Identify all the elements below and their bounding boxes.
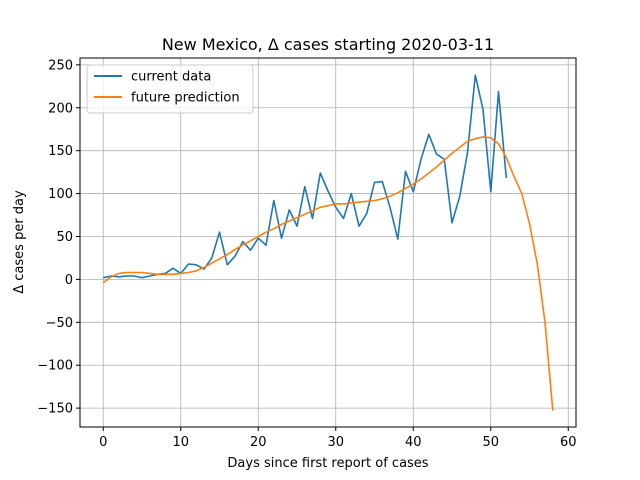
- legend-label-future-prediction: future prediction: [131, 91, 240, 106]
- y-tick-label: 100: [48, 187, 73, 202]
- legend-box: [86, 64, 254, 114]
- x-tick-label: 20: [250, 435, 267, 450]
- series-line-future-prediction: [102, 136, 554, 411]
- series-layer: [102, 74, 554, 411]
- series-line-current-data: [103, 74, 508, 279]
- x-tick-label: 10: [172, 435, 189, 450]
- y-tick-label: 250: [48, 58, 73, 73]
- x-axis-ticks: 0 10 20 30 40 50 60: [99, 427, 577, 450]
- x-tick-label: 50: [482, 435, 499, 450]
- y-tick-label: −100: [37, 359, 73, 374]
- x-tick-label: 60: [560, 435, 577, 450]
- y-tick-label: −50: [46, 316, 73, 331]
- legend: current data future prediction: [86, 64, 254, 114]
- y-tick-label: 150: [48, 144, 73, 159]
- legend-label-current-data: current data: [131, 70, 211, 85]
- y-tick-label: 0: [65, 273, 73, 288]
- x-tick-label: 0: [99, 435, 107, 450]
- y-tick-label: 50: [56, 230, 73, 245]
- plot-frame: [79, 57, 577, 428]
- y-tick-label: 200: [48, 101, 73, 116]
- y-axis-ticks: −150 −100 −50 0 50 100 150 200 250: [37, 58, 80, 417]
- chart-title: New Mexico, Δ cases starting 2020-03-11: [162, 35, 494, 54]
- x-axis-label: Days since first report of cases: [227, 456, 428, 471]
- x-tick-label: 30: [327, 435, 344, 450]
- y-axis-label: Δ cases per day: [12, 190, 27, 294]
- y-tick-label: −150: [37, 402, 73, 417]
- x-tick-label: 40: [405, 435, 422, 450]
